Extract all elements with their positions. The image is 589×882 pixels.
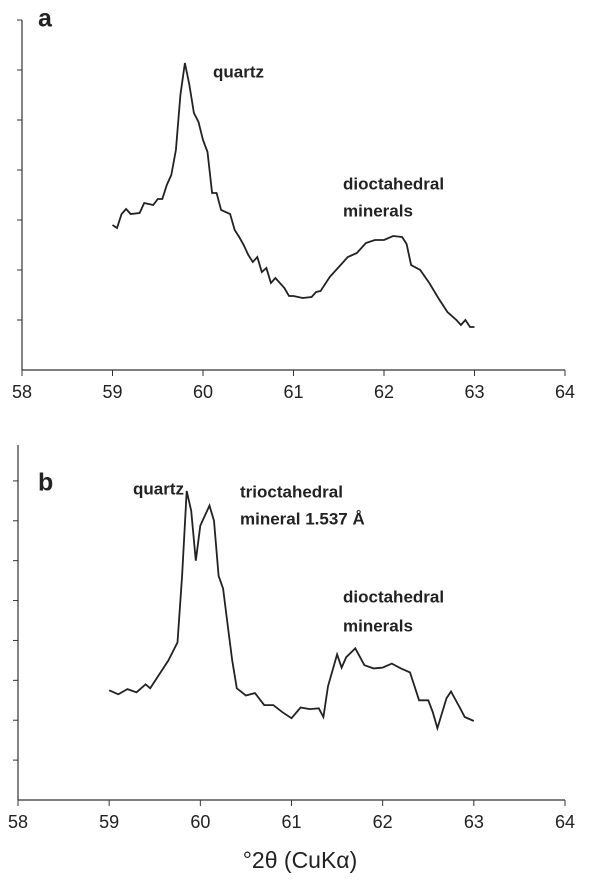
- annotation: quartz: [213, 62, 264, 81]
- x-tick-label: 61: [283, 382, 303, 402]
- x-tick-label: 61: [281, 812, 301, 832]
- x-tick-label: 62: [373, 812, 393, 832]
- x-tick-label: 59: [99, 812, 119, 832]
- annotation: minerals: [343, 201, 413, 220]
- x-tick-label: 60: [190, 812, 210, 832]
- annotation: minerals: [343, 616, 413, 635]
- panel-label: b: [38, 469, 53, 497]
- annotation: trioctahedral: [240, 482, 343, 501]
- x-tick-label: 60: [193, 382, 213, 402]
- data-line: [108, 490, 475, 732]
- annotation: dioctahedral: [343, 587, 444, 606]
- x-tick-label: 58: [12, 382, 32, 402]
- x-tick-label: 62: [374, 382, 394, 402]
- x-tick-label: 63: [464, 382, 484, 402]
- annotation: dioctahedral: [343, 174, 444, 193]
- x-tick-label: 64: [555, 382, 575, 402]
- x-tick-label: 58: [8, 812, 28, 832]
- panel-label: a: [38, 5, 53, 33]
- x-tick-label: 64: [555, 812, 575, 832]
- x-tick-label: 63: [464, 812, 484, 832]
- annotation: quartz: [133, 479, 184, 498]
- x-tick-label: 59: [102, 382, 122, 402]
- annotation: mineral 1.537 Å: [240, 509, 365, 528]
- x-axis-label: °2θ (CuKα): [243, 847, 358, 873]
- data-line: [112, 62, 475, 328]
